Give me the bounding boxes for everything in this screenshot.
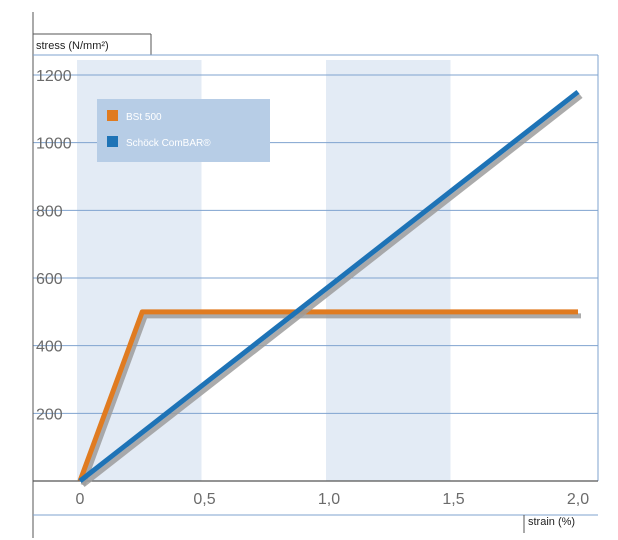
x-axis-title: strain (%) — [528, 516, 575, 528]
x-tick-label: 2,0 — [567, 491, 589, 508]
series-line-1 — [77, 309, 578, 482]
x-tick-label: 0 — [76, 491, 85, 508]
legend-swatch-1 — [107, 110, 118, 121]
legend-label-2: Schöck ComBAR® — [126, 138, 211, 149]
y-tick-label: 1200 — [36, 68, 72, 85]
series-shadow-2 — [81, 93, 583, 487]
y-tick-label: 600 — [36, 271, 63, 288]
y-axis-title: stress (N/mm²) — [36, 40, 109, 52]
y-tick-label: 1000 — [36, 136, 72, 153]
x-tick-labels: 0 0,5 1,0 1,5 2,0 — [76, 491, 590, 508]
series-shadow-1 — [80, 313, 581, 486]
series-line-2 — [78, 89, 580, 483]
series-lines — [77, 89, 583, 487]
y-tick-label: 800 — [36, 203, 63, 220]
x-tick-label: 1,5 — [442, 491, 464, 508]
x-tick-label: 0,5 — [193, 491, 215, 508]
y-tick-labels: 200 400 600 800 1000 1200 — [36, 68, 72, 423]
legend-swatch-2 — [107, 136, 118, 147]
legend-label-1: BSt 500 — [126, 112, 162, 123]
legend-box — [97, 99, 270, 162]
legend: BSt 500 Schöck ComBAR® — [97, 99, 270, 162]
x-tick-label: 1,0 — [318, 491, 340, 508]
y-tick-label: 200 — [36, 406, 63, 423]
shaded-band-2 — [326, 60, 451, 481]
y-tick-label: 400 — [36, 339, 63, 356]
chart-frame — [32, 12, 599, 538]
